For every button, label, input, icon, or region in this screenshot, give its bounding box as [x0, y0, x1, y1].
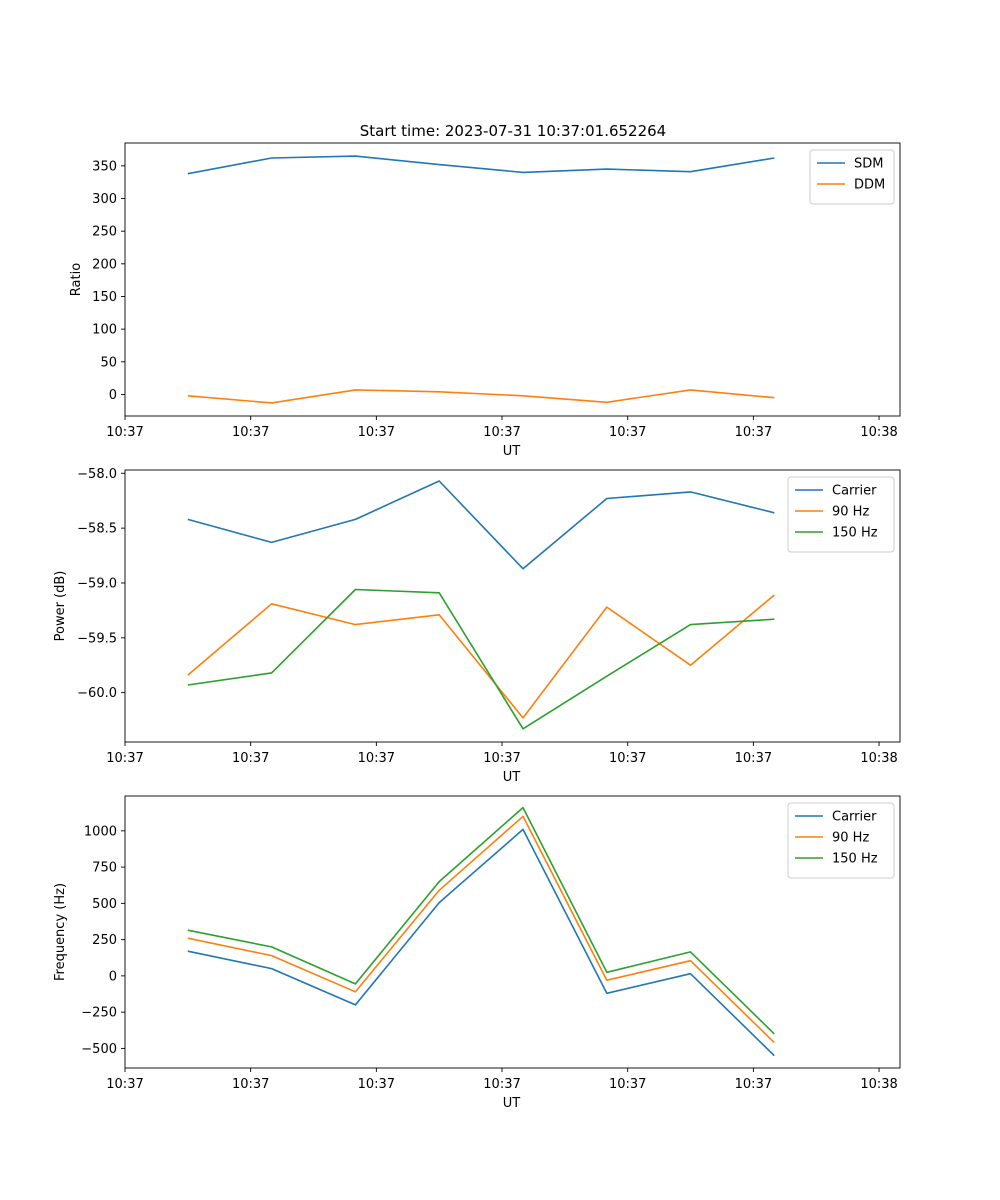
series-line-ddm	[187, 389, 775, 404]
legend-label: DDM	[854, 178, 885, 193]
series-line-sdm	[187, 155, 775, 175]
legend: Carrier 90 Hz 150 Hz	[787, 802, 895, 879]
legend-label: 150 Hz	[832, 526, 878, 541]
x-tick-label: 10:37	[483, 425, 520, 440]
y-axis-label: Ratio	[69, 263, 84, 296]
subplot-2: 10:37 10:37 10:37 10:37 10:37 10:37 10:38 −60.0…	[53, 467, 901, 785]
x-tick-label: 10:37	[232, 1077, 269, 1092]
chart-title: Start time: 2023-07-31 10:37:01.652264	[360, 122, 666, 140]
axes-frame	[124, 795, 901, 1069]
legend: SDM DDM	[809, 149, 895, 205]
x-tick-label: 10:37	[483, 1077, 520, 1092]
y-tick-label: −58.5	[77, 522, 117, 537]
x-tick-label: 10:37	[735, 1077, 772, 1092]
series-line-90-hz	[187, 594, 775, 719]
y-tick-label: 0	[109, 388, 117, 403]
x-tick-label: 10:37	[232, 751, 269, 766]
x-tick-label: 10:37	[609, 425, 646, 440]
legend-box	[787, 476, 895, 553]
x-tick-label: 10:37	[735, 425, 772, 440]
x-tick-label: 10:37	[609, 1077, 646, 1092]
x-axis-label: UT	[503, 444, 521, 459]
legend-label: 90 Hz	[832, 505, 869, 520]
y-tick-label: −250	[81, 1006, 117, 1021]
y-tick-label: 100	[92, 323, 117, 338]
subplot-3: 10:37 10:37 10:37 10:37 10:37 10:37 10:38 −500 −…	[53, 795, 901, 1111]
x-tick-label: 10:37	[106, 751, 143, 766]
y-tick-label: −59.0	[77, 576, 117, 591]
legend-label: 90 Hz	[832, 831, 869, 846]
x-tick-label: 10:37	[358, 425, 395, 440]
y-tick-label: 500	[92, 897, 117, 912]
x-tick-label: 10:37	[106, 1077, 143, 1092]
y-tick-label: −60.0	[77, 686, 117, 701]
x-tick-label: 10:37	[358, 1077, 395, 1092]
y-tick-label: 150	[92, 290, 117, 305]
x-tick-label: 10:38	[860, 425, 897, 440]
y-axis-label: Frequency (Hz)	[53, 883, 68, 981]
x-axis-label: UT	[503, 770, 521, 785]
x-tick-label: 10:38	[860, 1077, 897, 1092]
y-tick-label: −500	[81, 1042, 117, 1057]
series-line-90-hz	[187, 815, 775, 1044]
subplot-1: 10:37 10:37 10:37 10:37 10:37 10:37 10:38 0 50 10…	[69, 142, 901, 459]
y-tick-label: 1000	[84, 824, 117, 839]
axes-frame	[124, 142, 901, 417]
x-tick-label: 10:37	[483, 751, 520, 766]
y-axis-label: Power (dB)	[53, 571, 68, 642]
y-tick-label: 300	[92, 192, 117, 207]
x-tick-label: 10:37	[106, 425, 143, 440]
y-tick-label: 250	[92, 225, 117, 240]
legend-box	[787, 802, 895, 879]
x-tick-label: 10:37	[609, 751, 646, 766]
axes-frame	[124, 469, 901, 743]
y-tick-label: 0	[109, 969, 117, 984]
y-tick-label: 200	[92, 257, 117, 272]
subplots: 10:37 10:37 10:37 10:37 10:37 10:37 10:38 0 50 10…	[53, 142, 901, 1111]
legend: Carrier 90 Hz 150 Hz	[787, 476, 895, 553]
x-tick-label: 10:38	[860, 751, 897, 766]
legend-label: 150 Hz	[832, 852, 878, 867]
y-tick-label: 50	[100, 355, 117, 370]
y-tick-label: −59.5	[77, 631, 117, 646]
y-tick-label: −58.0	[77, 467, 117, 482]
y-tick-label: 250	[92, 933, 117, 948]
x-tick-label: 10:37	[358, 751, 395, 766]
legend-label: Carrier	[832, 484, 877, 499]
y-tick-label: 750	[92, 861, 117, 876]
legend-label: SDM	[854, 157, 883, 172]
series-line-carrier	[187, 480, 775, 570]
y-tick-label: 350	[92, 159, 117, 174]
series-line-150-hz	[187, 806, 775, 1035]
x-axis-label: UT	[503, 1096, 521, 1111]
legend-label: Carrier	[832, 810, 877, 825]
x-tick-label: 10:37	[735, 751, 772, 766]
x-tick-label: 10:37	[232, 425, 269, 440]
series-line-carrier	[187, 828, 775, 1057]
series-line-150-hz	[187, 588, 775, 730]
